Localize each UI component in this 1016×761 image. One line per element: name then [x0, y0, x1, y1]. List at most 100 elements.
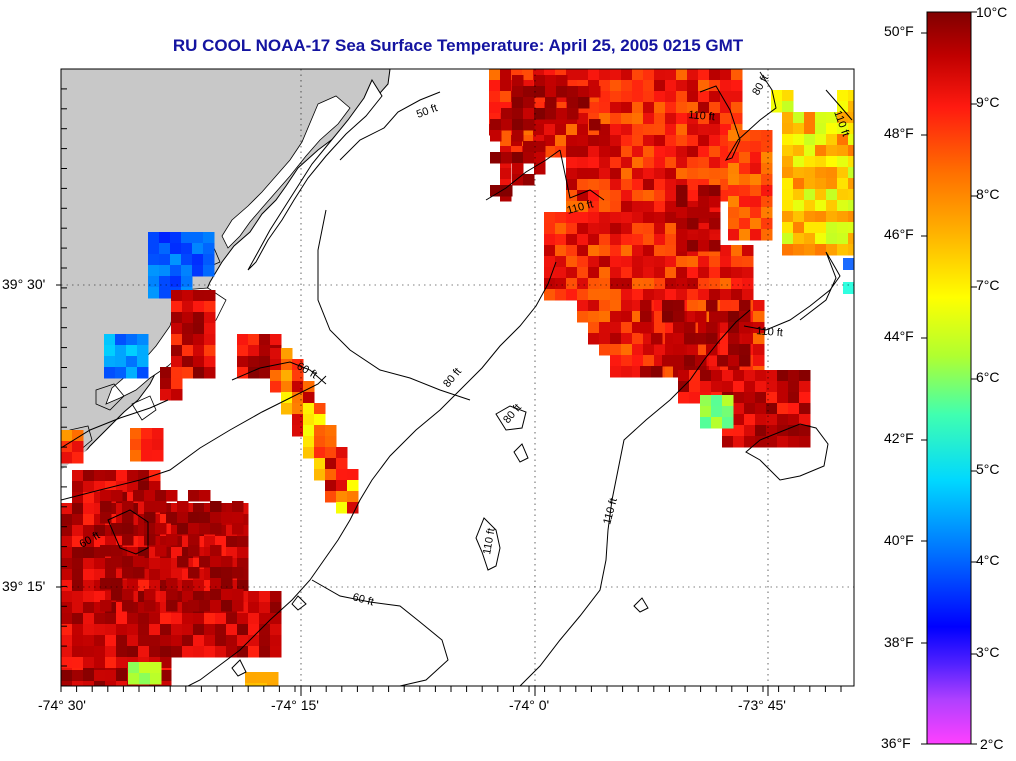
sst-pixel: [610, 289, 622, 301]
sst-pixel: [632, 234, 644, 246]
sst-pixel: [203, 265, 215, 277]
sst-pixel: [643, 157, 655, 169]
contour-diamond-4: [231, 659, 247, 677]
sst-pixel: [204, 367, 216, 379]
colorbar-celsius-label: 2°C: [980, 736, 1004, 752]
sst-pixel: [138, 591, 150, 603]
sst-pixel: [788, 403, 800, 415]
sst-pixel: [204, 646, 216, 658]
sst-pixel: [577, 80, 589, 92]
sst-pixel: [610, 124, 622, 136]
sst-pixel: [698, 157, 710, 169]
sst-pixel: [105, 681, 117, 686]
sst-pixel: [160, 389, 172, 401]
sst-pixel: [610, 190, 622, 202]
sst-pixel: [61, 624, 73, 636]
sst-pixel: [687, 135, 699, 147]
sst-pixel: [544, 146, 556, 158]
sst-pixel: [166, 490, 178, 502]
sst-pixel: [139, 662, 151, 674]
lon-tick-label: -74° 0': [509, 697, 550, 713]
sst-pixel: [204, 312, 216, 324]
sst-pixel: [248, 345, 260, 357]
sst-pixel: [155, 501, 167, 513]
sst-pixel: [676, 185, 688, 197]
sst-pixel: [599, 278, 611, 290]
sst-pixel: [739, 141, 751, 153]
sst-pixel: [621, 267, 633, 279]
sst-pixel: [500, 168, 512, 180]
sst-pixel: [94, 525, 106, 537]
sst-pixel: [753, 355, 765, 367]
sst-pixel: [111, 545, 123, 557]
sst-pixel: [72, 492, 84, 504]
sst-pixel: [654, 234, 666, 246]
sst-pixel: [303, 392, 315, 404]
sst-pixel: [115, 345, 127, 357]
sst-pixel: [744, 403, 756, 415]
sst-pixel: [643, 124, 655, 136]
sst-pixel: [325, 491, 337, 503]
sst-pixel: [733, 403, 745, 415]
sst-pixel: [698, 256, 710, 268]
sst-pixel: [698, 300, 710, 312]
sst-pixel: [750, 185, 762, 197]
contour-label: 110 ft: [481, 527, 497, 555]
sst-pixel: [94, 481, 106, 493]
sst-pixel: [720, 322, 732, 334]
sst-pixel: [83, 624, 95, 636]
sst-pixel: [665, 245, 677, 257]
sst-pixel: [731, 256, 743, 268]
sst-pixel: [643, 344, 655, 356]
sst-pixel: [111, 589, 123, 601]
sst-pixel: [837, 123, 849, 135]
sst-pixel: [750, 218, 762, 230]
sst-pixel: [731, 289, 743, 301]
sst-pixel: [259, 602, 271, 614]
sst-pixel: [621, 124, 633, 136]
sst-pixel: [170, 276, 182, 288]
sst-pixel: [643, 135, 655, 147]
sst-pixel: [182, 591, 194, 603]
sst-pixel: [706, 333, 718, 345]
lat-tick-label: 39° 15': [2, 578, 46, 594]
sst-pixel: [826, 156, 838, 168]
sst-pixel: [698, 135, 710, 147]
sst-pixel: [733, 414, 745, 426]
sst-pixel: [588, 223, 600, 235]
contour-diamond-3: [633, 597, 649, 613]
sst-pixel: [193, 591, 205, 603]
sst-pixel: [203, 243, 215, 255]
sst-pixel: [632, 91, 644, 103]
sst-pixel: [621, 256, 633, 268]
sst-pixel: [698, 267, 710, 279]
sst-pixel: [177, 556, 189, 568]
sst-pixel: [621, 245, 633, 257]
sst-pixel: [599, 157, 611, 169]
barrier-island: [247, 78, 383, 271]
sst-pixel: [94, 613, 106, 625]
sst-pixel: [709, 168, 721, 180]
sst-pixel: [788, 436, 800, 448]
sst-pixel: [566, 267, 578, 279]
sst-pixel: [188, 534, 200, 546]
sst-pixel: [777, 370, 789, 382]
sst-pixel: [621, 91, 633, 103]
sst-pixel: [221, 567, 233, 579]
sst-pixel: [204, 635, 216, 647]
sst-pixel: [192, 265, 204, 277]
sst-pixel: [665, 179, 677, 191]
sst-pixel: [610, 201, 622, 213]
sst-pixel: [141, 428, 153, 440]
sst-pixel: [566, 146, 578, 158]
sst-pixel: [544, 245, 556, 257]
sst-pixel: [122, 534, 134, 546]
sst-pixel: [259, 356, 271, 368]
sst-pixel: [777, 403, 789, 415]
sst-pixel: [104, 367, 116, 379]
sst-pixel: [815, 189, 827, 201]
colorbar-celsius-label: 7°C: [976, 277, 1000, 293]
sst-pixel: [687, 311, 699, 323]
sst-pixel: [826, 211, 838, 223]
sst-pixel: [577, 278, 589, 290]
